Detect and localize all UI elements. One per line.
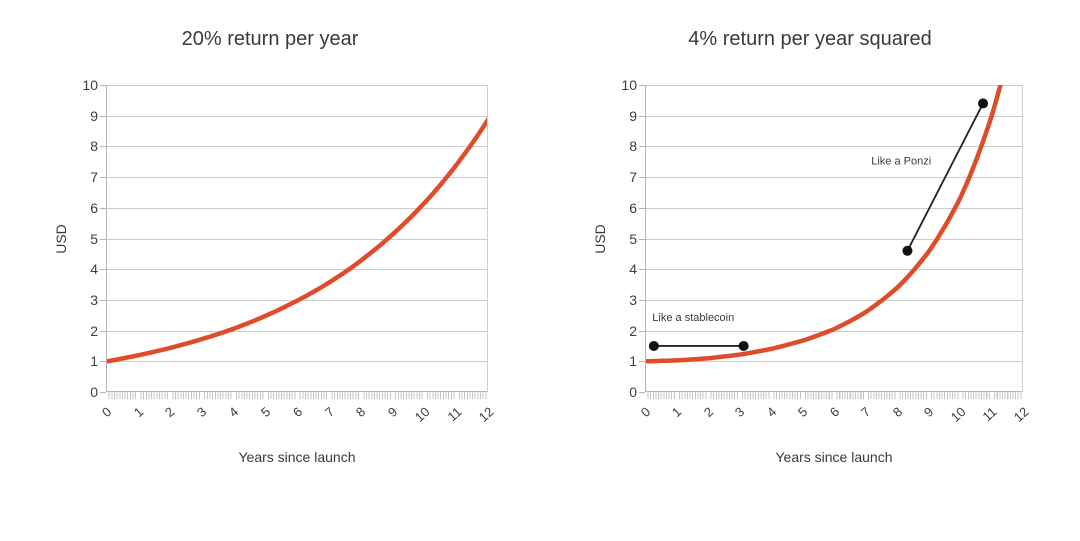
y-tick-label: 6 <box>629 199 637 216</box>
y-tick-label: 10 <box>621 77 637 93</box>
gridline <box>107 269 487 271</box>
annotation-label: Like a stablecoin <box>652 312 734 324</box>
y-tick-label: 2 <box>629 322 637 339</box>
x-tick-label: 11 <box>444 404 465 425</box>
x-tick-label: 7 <box>858 404 874 420</box>
annotation-line <box>906 103 984 252</box>
x-tick-label: 8 <box>353 404 369 420</box>
y-axis-title: USD <box>53 224 69 254</box>
x-tick-label: 5 <box>257 404 274 420</box>
series-line <box>646 85 1003 364</box>
chart-title: 4% return per year squared <box>688 28 932 50</box>
gridline <box>107 361 487 363</box>
gridline <box>646 85 1022 86</box>
y-tick-label: 4 <box>90 261 98 278</box>
x-tick-label: 1 <box>669 404 685 420</box>
x-tick-label: 4 <box>225 404 242 420</box>
plot-area <box>106 85 488 392</box>
x-tick-label: 2 <box>700 404 717 420</box>
gridline <box>646 238 1022 240</box>
x-tick-label: 3 <box>194 404 210 420</box>
series-line <box>107 117 487 364</box>
gridline <box>646 115 1022 117</box>
x-tick-label: 4 <box>763 404 780 420</box>
gridline <box>107 238 487 240</box>
chart-title: 20% return per year <box>181 28 359 50</box>
chart-svg <box>107 117 487 364</box>
x-tick-label: 11 <box>979 404 1000 425</box>
y-tick-label: 8 <box>90 138 98 155</box>
x-tick-label: 10 <box>947 404 969 425</box>
x-tick-label: 9 <box>921 404 937 420</box>
y-tick-label: 6 <box>90 199 98 216</box>
gridline <box>107 146 487 148</box>
x-minor-ticks <box>645 392 1023 399</box>
x-tick-label: 10 <box>411 404 433 425</box>
y-tick-label: 3 <box>629 291 637 308</box>
gridline <box>107 330 487 332</box>
plot-area: Like a stablecoin Like a Ponzi <box>645 85 1023 392</box>
x-tick-label: 1 <box>130 404 146 420</box>
y-tick-label: 1 <box>90 353 98 370</box>
y-tick-label: 0 <box>629 384 637 400</box>
y-tick-label: 0 <box>90 384 98 400</box>
y-tick-label: 7 <box>90 169 98 186</box>
y-tick-label: 8 <box>629 138 637 155</box>
annotation-dot <box>902 245 913 256</box>
y-tick-label: 1 <box>629 353 637 370</box>
x-tick-label: 2 <box>162 404 178 420</box>
plot-region: 0 1 2 3 4 5 6 7 8 9 10 0 1 2 3 4 5 6 7 8 9 10 11 12 <box>82 77 496 425</box>
gridline <box>646 269 1022 271</box>
x-axis-title: Years since launch <box>238 449 356 465</box>
gridline <box>107 115 487 117</box>
y-tick-label: 10 <box>82 77 98 93</box>
x-tick-label: 6 <box>826 404 843 420</box>
gridline <box>646 391 1022 392</box>
annotation-label: Like a Ponzi <box>871 156 931 168</box>
annotation-dot <box>738 340 749 351</box>
x-tick-label: 5 <box>795 404 811 420</box>
gridline <box>646 177 1022 179</box>
x-tick-label: 12 <box>475 404 497 425</box>
y-tick-label: 4 <box>629 261 637 278</box>
x-tick-label: 0 <box>637 404 654 420</box>
gridline <box>107 177 487 179</box>
y-axis-title: USD <box>592 224 608 254</box>
y-tick-label: 9 <box>90 107 98 124</box>
x-tick-label: 12 <box>1010 404 1032 425</box>
y-tick-label: 3 <box>90 291 98 308</box>
gridline <box>107 391 487 392</box>
annotation-dot <box>978 98 989 109</box>
gridline <box>646 299 1022 301</box>
gridline <box>646 361 1022 363</box>
annotation-dot <box>648 340 659 351</box>
x-tick-label: 6 <box>289 404 306 420</box>
chart-4pct-squared-return: 4% return per year squared USD Like a st… <box>540 0 1080 541</box>
x-tick-label: 3 <box>732 404 748 420</box>
gridline <box>107 207 487 209</box>
y-tick-label: 2 <box>90 322 98 339</box>
y-tick-label: 7 <box>629 169 637 186</box>
x-tick-label: 0 <box>98 404 115 420</box>
y-tick-label: 9 <box>629 107 637 124</box>
chart-svg: Like a stablecoin Like a Ponzi <box>646 85 1003 364</box>
x-axis-title: Years since launch <box>775 449 893 465</box>
gridline <box>107 85 487 86</box>
gridline <box>646 207 1022 209</box>
x-tick-label: 8 <box>889 404 906 420</box>
x-minor-ticks <box>106 392 488 399</box>
x-tick-label: 7 <box>321 404 337 420</box>
gridline <box>646 146 1022 148</box>
x-tick-label: 9 <box>385 404 401 420</box>
